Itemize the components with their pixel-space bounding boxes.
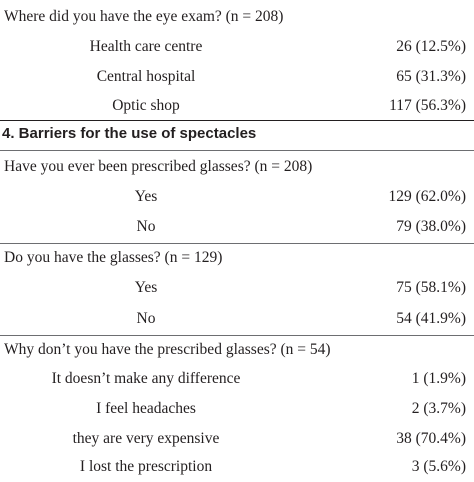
table-row: Central hospital 65 (31.3%) bbox=[96, 68, 466, 85]
question-why-not: Why don’t you have the prescribed glasse… bbox=[4, 341, 331, 358]
table-row: No 54 (41.9%) bbox=[136, 310, 466, 327]
section-heading: 4. Barriers for the use of spectacles bbox=[2, 125, 257, 142]
row-divider bbox=[0, 335, 474, 336]
table-row: It doesn’t make any difference 1 (1.9%) bbox=[51, 370, 466, 387]
question-prescribed: Have you ever been prescribed glasses? (… bbox=[4, 158, 313, 175]
table-row: No 79 (38.0%) bbox=[136, 218, 466, 235]
question-have-glasses: Do you have the glasses? (n = 129) bbox=[4, 249, 223, 266]
table-row: they are very expensive 38 (70.4%) bbox=[72, 430, 466, 447]
row-divider bbox=[0, 243, 474, 244]
question-exam-location: Where did you have the eye exam? (n = 20… bbox=[4, 8, 284, 25]
table-row: Yes 129 (62.0%) bbox=[134, 188, 466, 205]
table-row: I feel headaches 2 (3.7%) bbox=[96, 400, 466, 417]
table-row: I lost the prescription 3 (5.6%) bbox=[79, 458, 466, 475]
table-row: Optic shop 117 (56.3%) bbox=[112, 97, 466, 114]
row-divider bbox=[0, 150, 474, 151]
table-row: Yes 75 (58.1%) bbox=[134, 279, 466, 296]
table-row: Health care centre 26 (12.5%) bbox=[89, 38, 466, 55]
section-divider bbox=[0, 120, 474, 121]
